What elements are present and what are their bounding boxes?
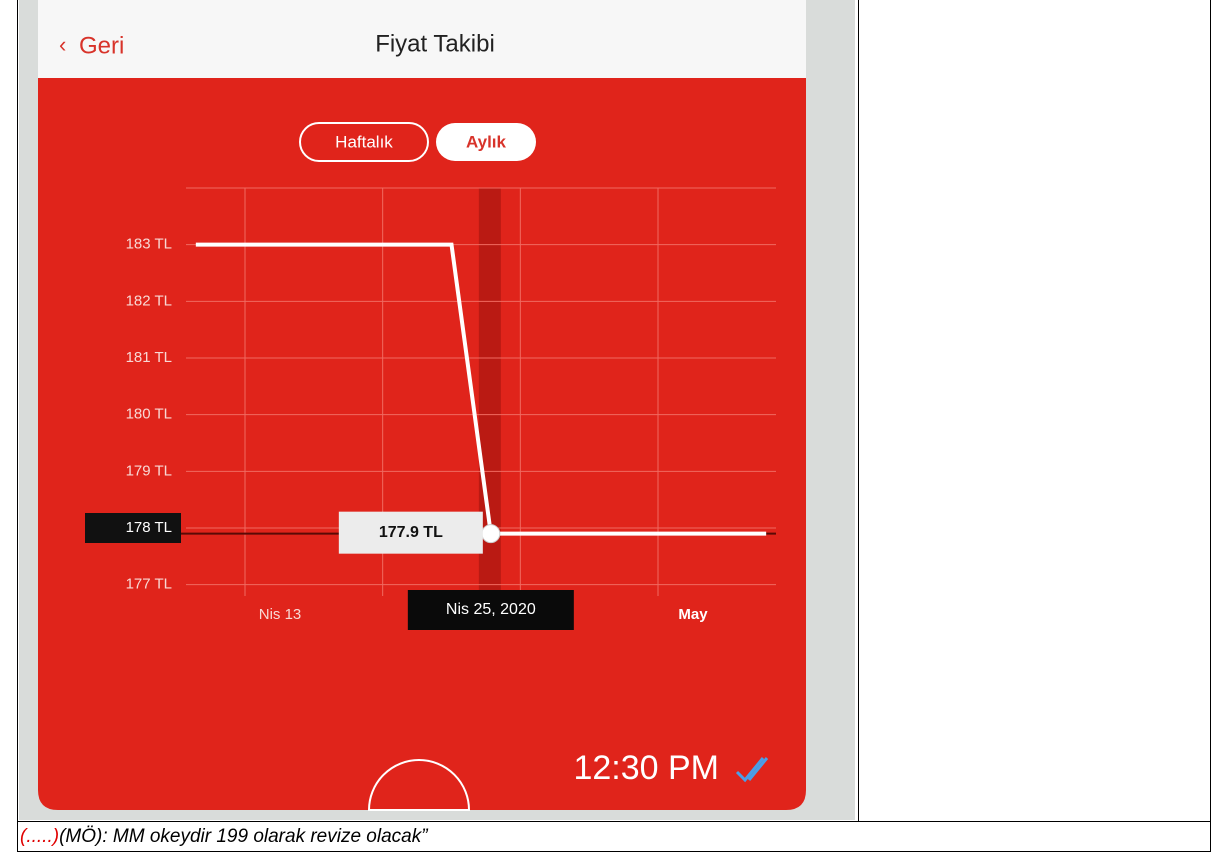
x-tooltip: Nis 25, 2020 [446, 601, 536, 618]
y-tick-label: 181 TL [126, 349, 172, 366]
value-label: 177.9 TL [379, 524, 443, 541]
point-marker [482, 525, 500, 543]
back-button[interactable]: Geri [79, 32, 124, 59]
caption-text: (MÖ): MM okeydir 199 olarak revize olaca… [59, 826, 428, 847]
caption-prefix: (.....) [20, 826, 59, 847]
nav-title: Fiyat Takibi [375, 30, 495, 57]
x-tick-label: Nis 13 [259, 606, 302, 623]
page: {"header": {"back": "Geri", "title": "Fi… [0, 0, 1214, 854]
y-tick-label: 178 TL [126, 519, 172, 536]
y-tick-label: 182 TL [126, 292, 172, 309]
cell-divider [858, 0, 859, 822]
message-time: 12:30 PM [573, 749, 719, 787]
caption: (.....)(MÖ): MM okeydir 199 olarak reviz… [20, 826, 428, 848]
y-tick-label: 177 TL [126, 576, 172, 593]
toggle-label[interactable]: Haftalık [335, 132, 393, 151]
row-divider [17, 821, 1211, 822]
y-tick-label: 179 TL [126, 462, 172, 479]
screenshot: ‹ Geri Fiyat Takibi Haftalık Aylık 177 T… [19, 0, 855, 820]
toggle-label[interactable]: Aylık [466, 132, 507, 151]
back-chevron: ‹ [59, 32, 66, 57]
y-tick-label: 183 TL [126, 236, 172, 253]
y-tick-label: 180 TL [126, 406, 172, 423]
x-tick-label: May [678, 606, 708, 623]
